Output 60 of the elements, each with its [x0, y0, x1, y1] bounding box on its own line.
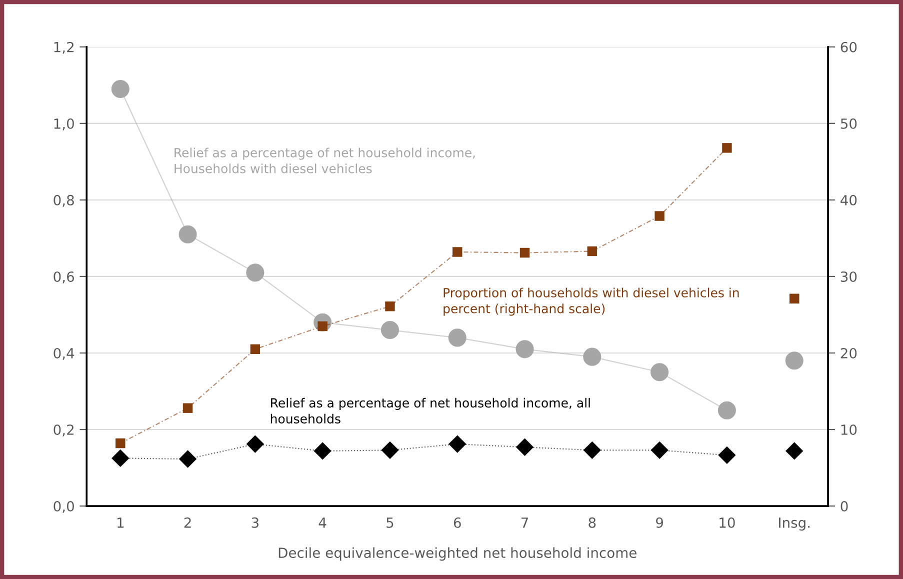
point	[786, 442, 804, 460]
y-tick-label: 0,8	[54, 194, 74, 207]
point	[116, 438, 126, 448]
x-axis-title: Decile equivalence-weighted net household income	[278, 547, 636, 561]
y2-tick-label: 20	[840, 348, 857, 358]
point	[785, 352, 804, 370]
point	[650, 441, 668, 460]
x-tick-label: 5	[386, 518, 394, 528]
x-tick-label: 3	[252, 517, 258, 528]
point	[250, 344, 260, 354]
point	[246, 264, 264, 282]
point	[182, 403, 193, 413]
y2-tick-label: 30	[840, 271, 857, 282]
point	[516, 340, 534, 358]
y2-tick-label: 60	[840, 42, 857, 52]
x-tick-label: 2	[184, 517, 191, 528]
y-tick-label: 0,2	[54, 424, 74, 436]
x-tick-label: 7	[521, 518, 528, 528]
point	[520, 248, 530, 258]
point	[722, 143, 732, 153]
point	[718, 446, 736, 464]
point	[789, 294, 800, 304]
point	[650, 363, 669, 382]
point	[111, 80, 130, 98]
point	[385, 301, 395, 312]
point	[583, 441, 601, 460]
y2-tick-label: 50	[840, 118, 857, 129]
point	[654, 211, 664, 221]
y2-tick-label: 10	[841, 424, 857, 435]
point	[448, 435, 466, 453]
point	[380, 321, 399, 340]
y-tick-label: 1,2	[54, 42, 74, 54]
point	[516, 438, 534, 456]
point	[587, 246, 598, 256]
y2-tick-label: 0	[840, 501, 848, 512]
point	[246, 435, 264, 453]
point	[178, 450, 197, 468]
y-tick-label: 0,0	[54, 501, 74, 513]
point	[448, 328, 466, 347]
y-tick-label: 1,0	[54, 118, 74, 130]
point	[718, 401, 736, 420]
y-tick-label: 0,6	[54, 271, 74, 284]
x-tick-label: 4	[318, 518, 326, 528]
x-tick-label: 6	[454, 517, 461, 528]
y2-tick-label: 40	[840, 194, 857, 206]
y-tick-label: 0,4	[54, 348, 74, 360]
point	[583, 348, 602, 366]
point	[112, 449, 130, 468]
series-label: Relief as a percentage of net household income, Households with diesel vehicles	[174, 148, 475, 174]
x-tick-label: 9	[656, 517, 663, 528]
point	[178, 225, 197, 244]
point	[381, 441, 399, 460]
x-tick-label: 8	[588, 517, 596, 528]
x-tick-label: 1	[117, 518, 124, 528]
series-label: Relief as a percentage of net household income, all households	[270, 398, 590, 424]
x-tick-label: 10	[720, 517, 735, 528]
point	[452, 247, 462, 257]
point	[314, 442, 332, 460]
series-label: Proportion of households with diesel vehicles in percent (right-hand scale)	[444, 288, 739, 316]
x-tick-label: Insg.	[779, 518, 810, 531]
